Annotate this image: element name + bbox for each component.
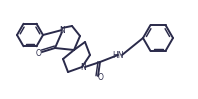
- Text: N: N: [80, 62, 86, 71]
- Text: HN: HN: [112, 50, 124, 59]
- Text: N: N: [59, 26, 65, 34]
- Text: O: O: [98, 72, 104, 81]
- Text: O: O: [36, 49, 42, 58]
